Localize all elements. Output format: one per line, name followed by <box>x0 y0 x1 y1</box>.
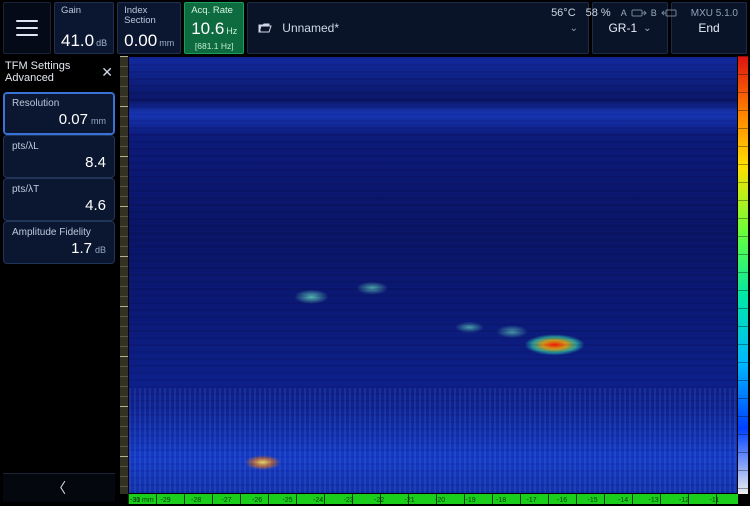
acq-unit: Hz <box>226 26 237 36</box>
version-label: MXU 5.1.0 <box>691 8 738 19</box>
ruler-tick: -13 <box>647 497 678 504</box>
gain-unit: dB <box>96 38 107 48</box>
ruler-tick: -28 <box>189 497 220 504</box>
ruler-tick: -11 <box>708 497 739 504</box>
ruler-tick: -26 <box>250 497 281 504</box>
ruler-tick: -17 <box>525 497 556 504</box>
ruler-tick: -12 <box>677 497 708 504</box>
menu-button[interactable] <box>3 2 51 54</box>
index-metric[interactable]: Index Section 0.00 mm <box>117 2 181 54</box>
chevron-left-icon: 〈 <box>52 478 66 498</box>
setting-value: 8.4 <box>85 154 106 171</box>
acq-value: 10.6 <box>191 19 224 39</box>
battery-readout: 58 % <box>586 7 611 19</box>
gain-value: 41.0 <box>61 31 94 51</box>
chevron-down-icon: ⌄ <box>570 23 578 34</box>
setting-unit: dB <box>95 245 106 255</box>
folder-open-icon <box>258 22 272 34</box>
ruler-tick: -14 <box>616 497 647 504</box>
connector-icons: A B <box>621 8 677 18</box>
amplitude-colorbar <box>738 56 748 494</box>
setting-card-amplitude-fidelity[interactable]: Amplitude Fidelity 1.7dB <box>3 221 115 264</box>
ruler-tick: -30 <box>128 497 159 504</box>
ruler-tick: -27 <box>220 497 251 504</box>
acq-sub: [681.1 Hz] <box>191 41 237 51</box>
ruler-tick: -18 <box>494 497 525 504</box>
setting-card-resolution[interactable]: Resolution 0.07mm <box>3 92 115 135</box>
ruler-tick: -25 <box>281 497 312 504</box>
setting-value: 1.7 <box>71 240 92 257</box>
ruler-tick: -24 <box>311 497 342 504</box>
end-label: End <box>698 21 719 35</box>
setting-value: 4.6 <box>85 197 106 214</box>
ruler-tick: -23 <box>342 497 373 504</box>
gain-metric[interactable]: Gain 41.0 dB <box>54 2 114 54</box>
chevron-down-icon: ⌄ <box>643 23 651 34</box>
panel-title: TFM Settings Advanced <box>5 60 70 84</box>
index-label: Index Section <box>124 6 174 27</box>
scan-viewport[interactable]: -31 mm -30-29-28-27-26-25-24-23-22-21-20… <box>118 54 750 506</box>
side-panel: TFM Settings Advanced ✕ Resolution 0.07mm… <box>0 54 118 506</box>
depth-ruler <box>120 56 128 494</box>
close-icon[interactable]: ✕ <box>101 64 113 81</box>
index-unit: mm <box>159 38 174 48</box>
ruler-tick: -19 <box>464 497 495 504</box>
setting-unit: mm <box>91 116 106 126</box>
setting-card-pts-l[interactable]: pts/λL 8.4 <box>3 135 115 178</box>
ruler-tick: -15 <box>586 497 617 504</box>
temperature-readout: 56°C <box>551 7 576 19</box>
setting-label: pts/λL <box>12 141 106 152</box>
ruler-tick: -29 <box>159 497 190 504</box>
ruler-tick: -16 <box>555 497 586 504</box>
group-label: GR-1 <box>608 21 637 35</box>
tfm-scan-image <box>128 56 738 494</box>
back-button[interactable]: 〈 <box>3 474 115 502</box>
setting-value: 0.07 <box>59 111 88 128</box>
setting-label: Resolution <box>12 98 106 109</box>
index-value: 0.00 <box>124 31 157 51</box>
file-name: Unnamed* <box>282 21 339 35</box>
acq-label: Acq. Rate <box>191 6 237 16</box>
file-dropdown[interactable]: Unnamed* ⌄ <box>247 2 589 54</box>
setting-card-pts-t[interactable]: pts/λT 4.6 <box>3 178 115 221</box>
ruler-tick: -20 <box>433 497 464 504</box>
hamburger-icon <box>16 20 38 36</box>
acq-rate-metric[interactable]: Acq. Rate 10.6 Hz [681.1 Hz] <box>184 2 244 54</box>
ruler-tick: -21 <box>403 497 434 504</box>
index-ruler: -31 mm -30-29-28-27-26-25-24-23-22-21-20… <box>128 494 738 504</box>
setting-label: pts/λT <box>12 184 106 195</box>
ruler-tick: -22 <box>372 497 403 504</box>
setting-label: Amplitude Fidelity <box>12 227 106 238</box>
gain-label: Gain <box>61 6 107 16</box>
